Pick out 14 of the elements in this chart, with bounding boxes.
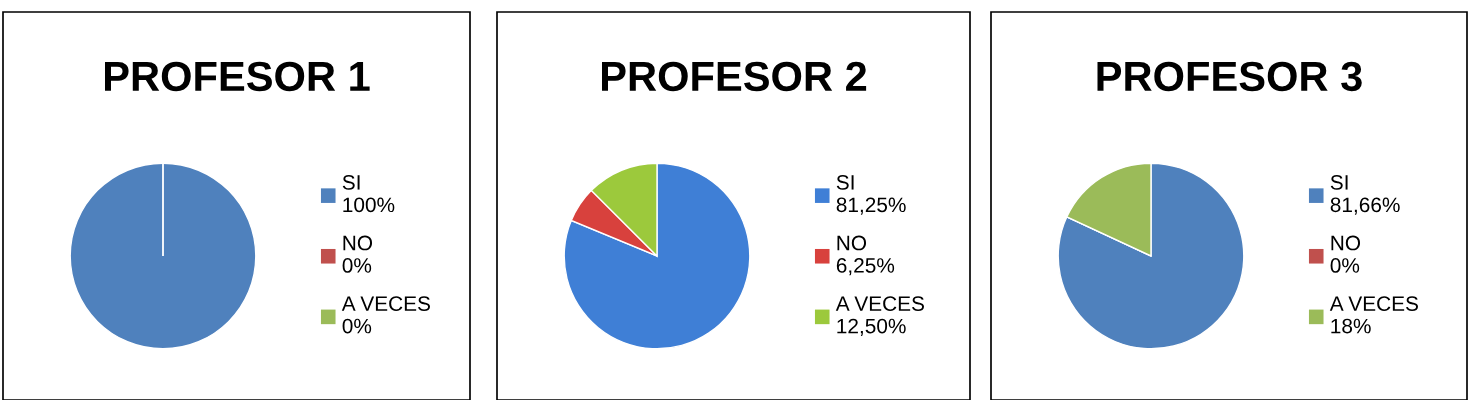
legend-label: A VECES 18% [1329,296,1418,334]
legend-label: A VECES 0% [341,296,430,334]
legend-label: NO 0% [342,235,373,273]
legend-label: NO 0% [1330,235,1361,273]
pie-slice [1057,162,1245,350]
chart-title: PROFESOR 2 [602,61,867,92]
legend-label: NO 6,25% [836,235,895,276]
chart-title: PROFESOR 3 [1097,61,1362,92]
chart-title: PROFESOR 1 [105,61,370,92]
legend-label: A VECES 12,50% [835,296,924,336]
legend-label: SI 100% [342,175,395,213]
legend-label: SI 81,66% [1330,175,1400,215]
pie-slice [563,162,751,350]
legend-label: SI 81,25% [836,175,906,215]
